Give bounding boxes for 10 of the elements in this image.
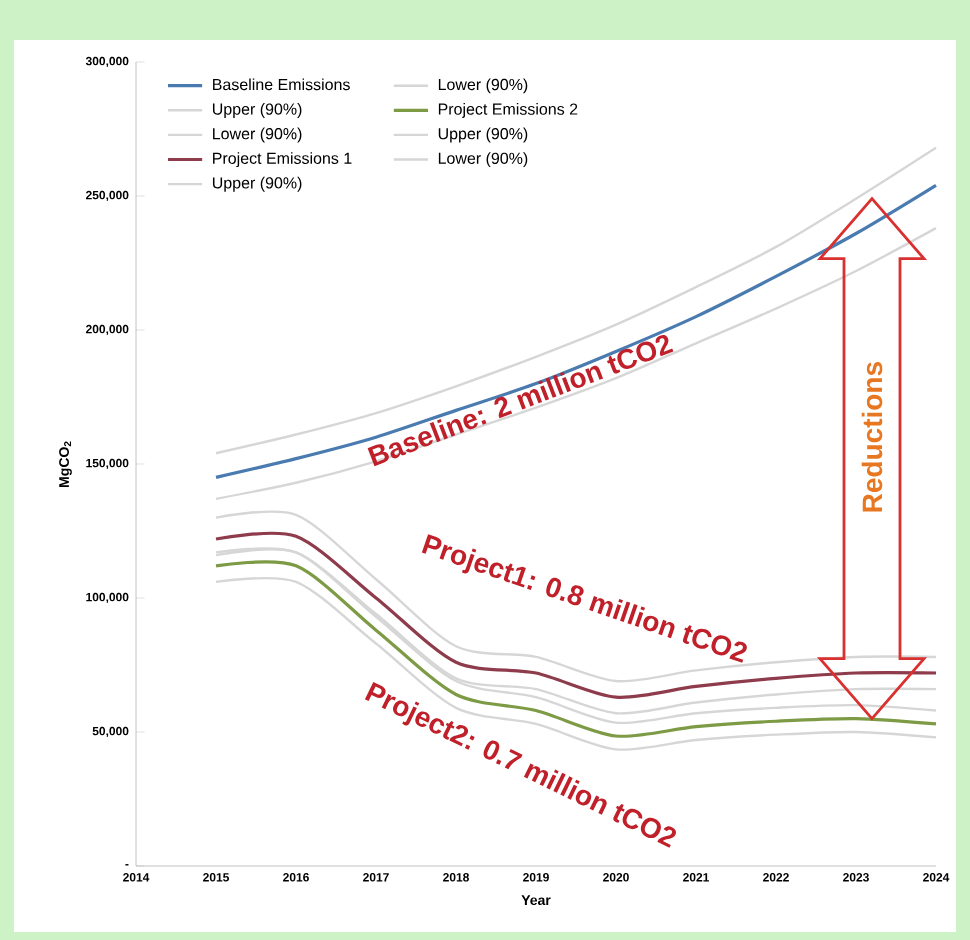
legend-label: Upper (90%) (212, 103, 302, 118)
annotation: Reductions (861, 362, 883, 512)
legend-label: Project Emissions 2 (438, 103, 578, 118)
legend-label: Upper (90%) (212, 176, 302, 192)
legend-label: Lower (90%) (438, 78, 528, 94)
legend-label: Upper (90%) (438, 127, 528, 143)
legend-label: Lower (90%) (438, 152, 528, 168)
legend-label: Project Emissions 1 (213, 152, 352, 168)
legend-label: Lower (90%) (213, 127, 302, 143)
legend-label: Baseline Emissions (213, 78, 350, 91)
